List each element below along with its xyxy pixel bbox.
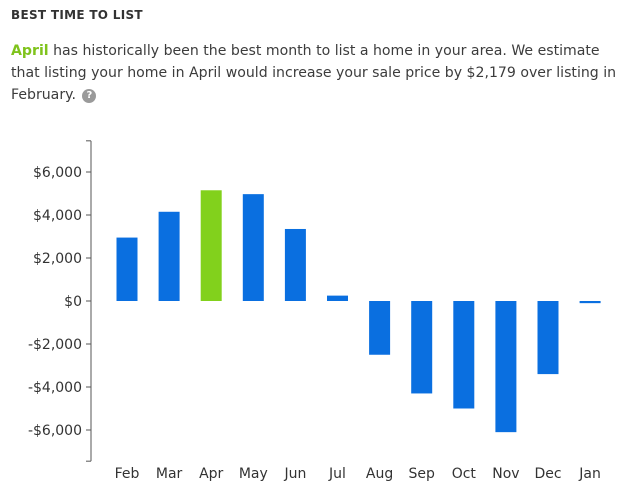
- bar-may[interactable]: [242, 194, 264, 301]
- section-title: BEST TIME TO LIST: [11, 8, 143, 22]
- y-tick-label: $6,000: [33, 165, 82, 181]
- bar-jan[interactable]: [579, 301, 601, 304]
- bar-feb[interactable]: [116, 237, 138, 301]
- x-tick-label: Jul: [328, 466, 346, 482]
- x-tick-label: Apr: [199, 466, 223, 482]
- bar-sep[interactable]: [411, 301, 433, 394]
- x-tick-label: Dec: [534, 466, 561, 482]
- y-tick-label: $0: [64, 294, 82, 310]
- y-tick-label: $2,000: [33, 251, 82, 267]
- x-tick-label: Oct: [452, 466, 477, 482]
- bar-nov[interactable]: [495, 301, 517, 433]
- bar-jul[interactable]: [327, 295, 348, 301]
- x-tick-label: Mar: [156, 466, 183, 482]
- x-tick-label: Nov: [492, 466, 519, 482]
- y-tick-label: $4,000: [33, 208, 82, 224]
- bar-aug[interactable]: [369, 301, 391, 355]
- x-tick-label: Feb: [115, 466, 140, 482]
- bar-dec[interactable]: [537, 301, 559, 375]
- x-tick-label: May: [239, 466, 268, 482]
- best-month-highlight: April: [11, 43, 49, 59]
- bar-oct[interactable]: [453, 301, 475, 409]
- y-tick-label: -$6,000: [28, 423, 82, 439]
- bar-mar[interactable]: [158, 211, 180, 301]
- bar-jun[interactable]: [284, 228, 306, 301]
- description-text: has historically been the best month to …: [11, 43, 617, 103]
- y-tick-label: -$4,000: [28, 380, 82, 396]
- best-time-description: April has historically been the best mon…: [11, 40, 626, 106]
- x-tick-label: Aug: [366, 466, 393, 482]
- x-tick-label: Jun: [283, 466, 306, 482]
- x-tick-label: Sep: [409, 466, 436, 482]
- x-tick-label: Jan: [578, 466, 601, 482]
- bar-apr[interactable]: [200, 190, 222, 301]
- y-tick-label: -$2,000: [28, 337, 82, 353]
- question-circle-icon[interactable]: ?: [82, 89, 97, 103]
